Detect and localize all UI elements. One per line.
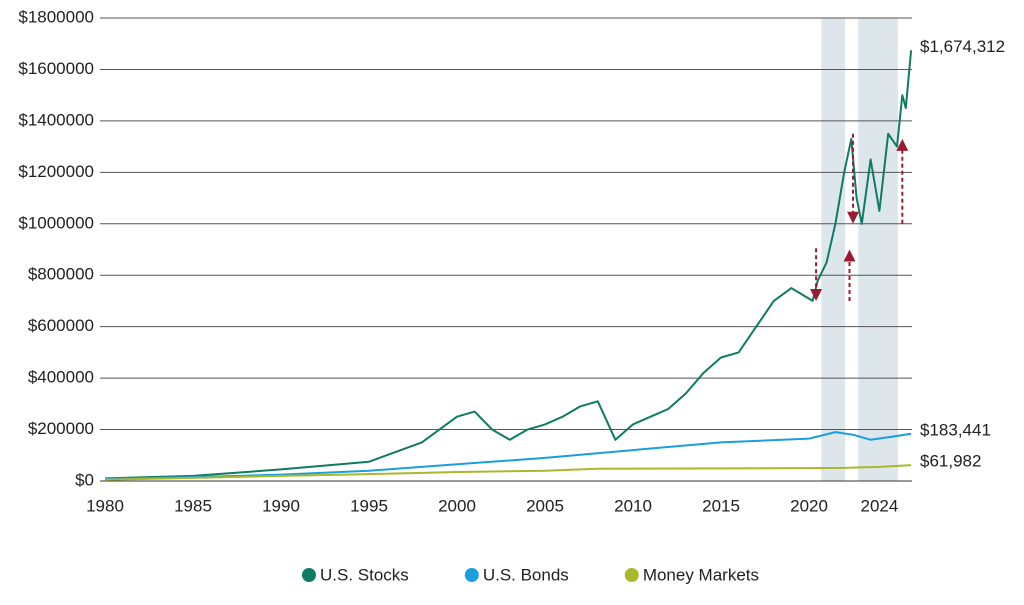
- arrow: [810, 248, 823, 301]
- y-tick-label: $400000: [28, 368, 94, 387]
- end-label: $183,441: [920, 420, 991, 439]
- x-tick-label: 1980: [86, 496, 124, 515]
- end-label: $1,674,312: [920, 37, 1005, 56]
- x-tick-label: 1985: [174, 496, 212, 515]
- arrow-head: [896, 138, 909, 151]
- legend-item: Money Markets: [624, 565, 759, 584]
- legend-label: U.S. Stocks: [320, 565, 409, 584]
- y-tick-label: $600000: [28, 316, 94, 335]
- y-tick-label: $1000000: [18, 213, 94, 232]
- y-tick-label: $200000: [28, 419, 94, 438]
- series-line: [104, 464, 912, 481]
- arrow: [896, 138, 909, 224]
- x-tick-label: 2005: [526, 496, 564, 515]
- x-tick-label: 2015: [702, 496, 740, 515]
- x-tick-label: 1990: [262, 496, 300, 515]
- y-tick-label: $1200000: [18, 162, 94, 181]
- series-line: [104, 431, 912, 480]
- legend-label: U.S. Bonds: [483, 565, 569, 584]
- arrow: [847, 133, 860, 224]
- legend-swatch: [302, 568, 316, 582]
- arrow-head: [847, 211, 860, 224]
- end-label: $61,982: [920, 452, 981, 471]
- legend-swatch: [464, 568, 479, 582]
- y-tick-label: $0: [75, 470, 94, 489]
- y-tick-label: $1800000: [18, 7, 94, 26]
- y-tick-label: $1400000: [18, 110, 94, 129]
- legend-item: U.S. Bonds: [464, 565, 569, 584]
- arrow-head: [843, 249, 856, 262]
- legend-item: U.S. Stocks: [302, 565, 409, 584]
- legend-swatch: [624, 568, 639, 582]
- shaded-region: [821, 18, 846, 481]
- x-tick-label: 2000: [438, 496, 476, 515]
- arrow: [843, 249, 856, 301]
- series-line: [104, 50, 913, 480]
- y-tick-label: $800000: [28, 265, 94, 284]
- x-tick-label: 2010: [614, 496, 652, 515]
- x-tick-label: 2020: [790, 496, 828, 515]
- shaded-region: [858, 18, 898, 481]
- legend-label: Money Markets: [643, 565, 759, 584]
- arrow-head: [810, 288, 823, 301]
- y-tick-label: $1600000: [18, 59, 94, 78]
- x-tick-label: 2024: [861, 496, 899, 515]
- x-tick-label: 1995: [350, 496, 388, 515]
